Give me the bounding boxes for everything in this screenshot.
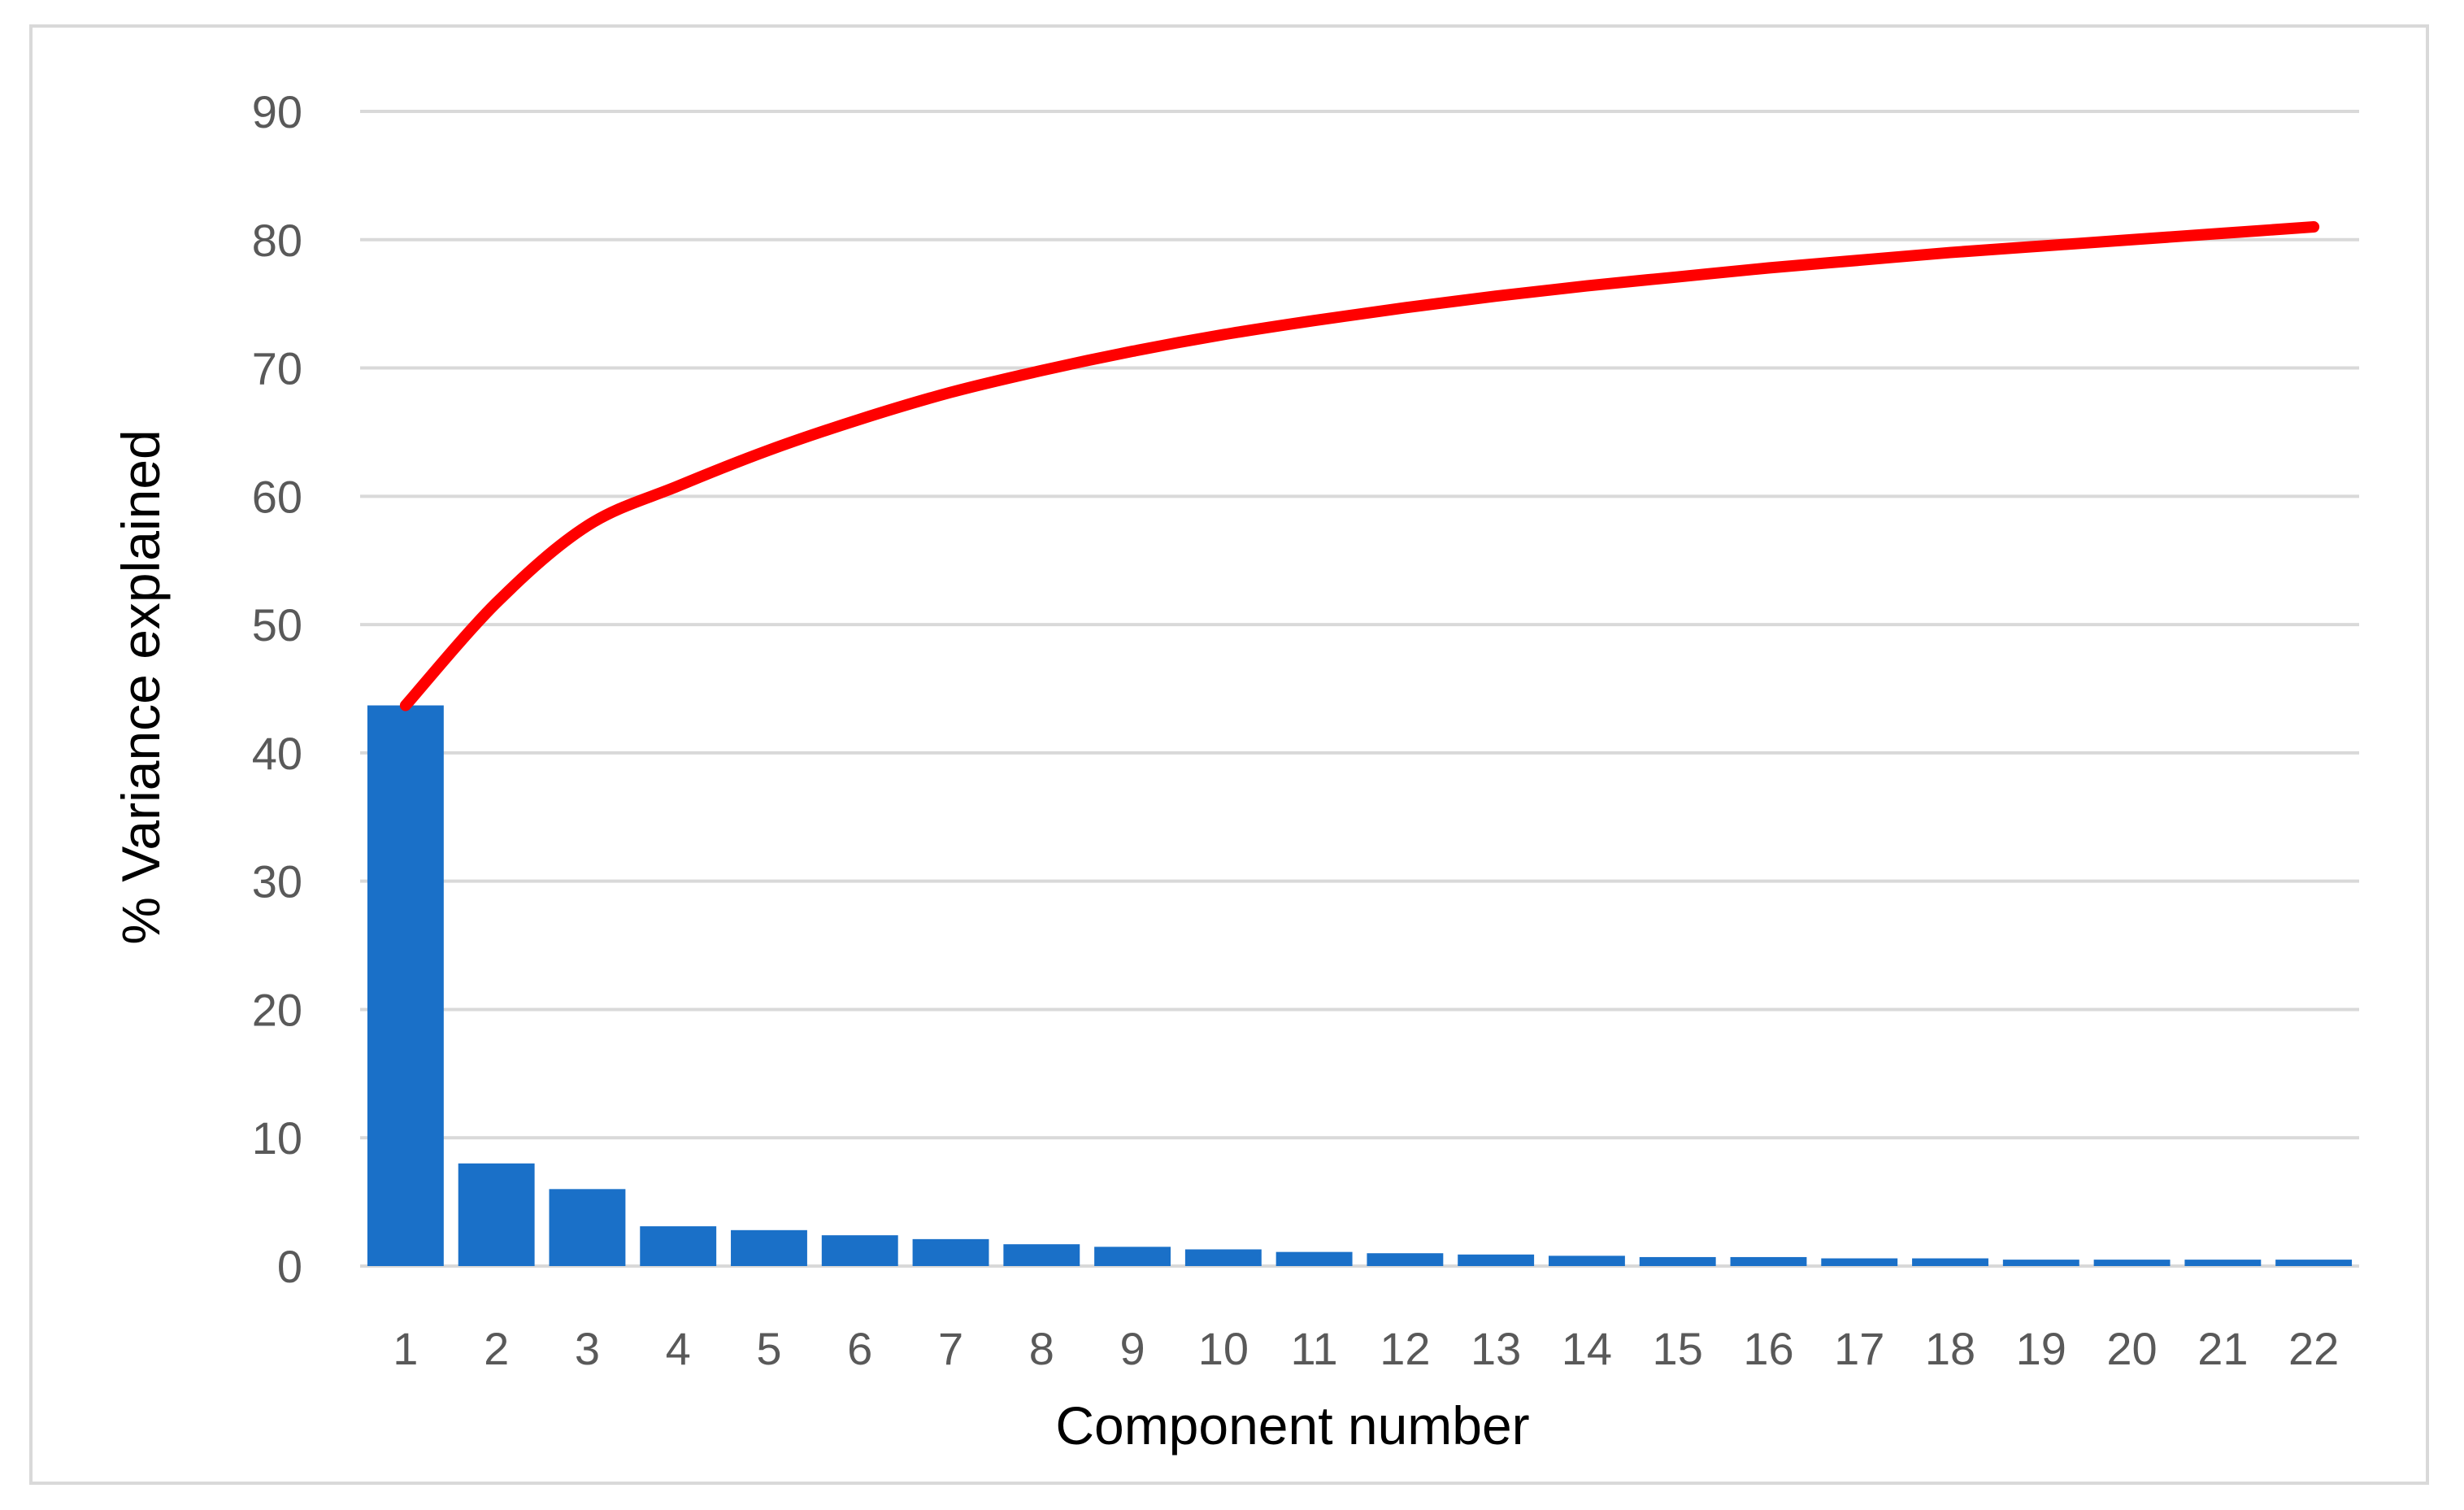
y-tick-label: 30 [252,856,302,907]
variance-bar [731,1229,807,1266]
x-tick-label: 21 [2197,1323,2248,1374]
y-tick-label: 40 [252,728,302,779]
x-tick-label: 2 [484,1323,509,1374]
y-tick-label: 90 [252,86,302,137]
y-tick-label: 0 [277,1241,302,1292]
x-tick-label: 9 [1119,1323,1145,1374]
variance-bar [2184,1260,2262,1266]
x-tick-label: 12 [1380,1323,1430,1374]
variance-bar [1184,1249,1262,1266]
x-tick-label: 5 [756,1323,781,1374]
variance-bar [2002,1260,2079,1266]
x-tick-label: 22 [2288,1323,2339,1374]
x-tick-label: 8 [1029,1323,1054,1374]
y-tick-label: 70 [252,343,302,394]
variance-bar [367,705,444,1266]
y-tick-label: 20 [252,984,302,1035]
x-tick-label: 4 [666,1323,691,1374]
variance-bar [1275,1251,1353,1266]
variance-bar [1367,1253,1444,1266]
variance-bar [912,1238,989,1266]
y-tick-label: 10 [252,1112,302,1164]
x-tick-label: 18 [1925,1323,1975,1374]
x-tick-label: 14 [1562,1323,1612,1374]
variance-bar [1821,1258,1898,1266]
x-tick-label: 7 [938,1323,963,1374]
x-tick-label: 20 [2106,1323,2157,1374]
variance-bar [1730,1256,1807,1266]
variance-bar [458,1163,535,1266]
x-tick-label: 1 [393,1323,418,1374]
variance-bar [1458,1254,1535,1266]
gridlines [360,110,2359,1268]
y-axis-tick-labels: 0 10 20 30 40 50 60 70 80 90 [252,86,302,1292]
x-tick-label: 10 [1198,1323,1249,1374]
variance-bar [640,1226,717,1266]
y-tick-label: 60 [252,471,302,522]
y-axis-title: % Variance explained [111,429,171,945]
variance-bar [821,1235,898,1266]
x-tick-label: 15 [1653,1323,1703,1374]
x-tick-label: 11 [1291,1323,1338,1374]
x-axis-tick-labels: 1 2 3 4 5 6 7 8 9 10 11 12 13 14 15 16 17 18 19 20 21 22 [393,1323,2339,1374]
x-tick-label: 3 [575,1323,600,1374]
x-tick-label: 16 [1743,1323,1793,1374]
variance-bar [1094,1247,1171,1266]
x-tick-label: 6 [847,1323,872,1374]
variance-bar [2093,1260,2171,1266]
x-tick-label: 19 [2016,1323,2066,1374]
cumulative-line-series [399,221,2320,711]
variance-bar [549,1189,626,1266]
x-tick-label: 13 [1471,1323,1521,1374]
variance-bar [1912,1258,1988,1266]
variance-bar [1003,1244,1080,1266]
x-axis-title: Component number [1055,1395,1529,1456]
x-tick-label: 17 [1834,1323,1884,1374]
bar-series [367,705,2353,1266]
cumulative-variance-line [399,221,2320,711]
y-tick-label: 50 [252,599,302,651]
variance-bar [1548,1255,1625,1266]
variance-bar [2275,1260,2353,1266]
variance-bar [1639,1256,1716,1266]
y-tick-label: 80 [252,215,302,266]
